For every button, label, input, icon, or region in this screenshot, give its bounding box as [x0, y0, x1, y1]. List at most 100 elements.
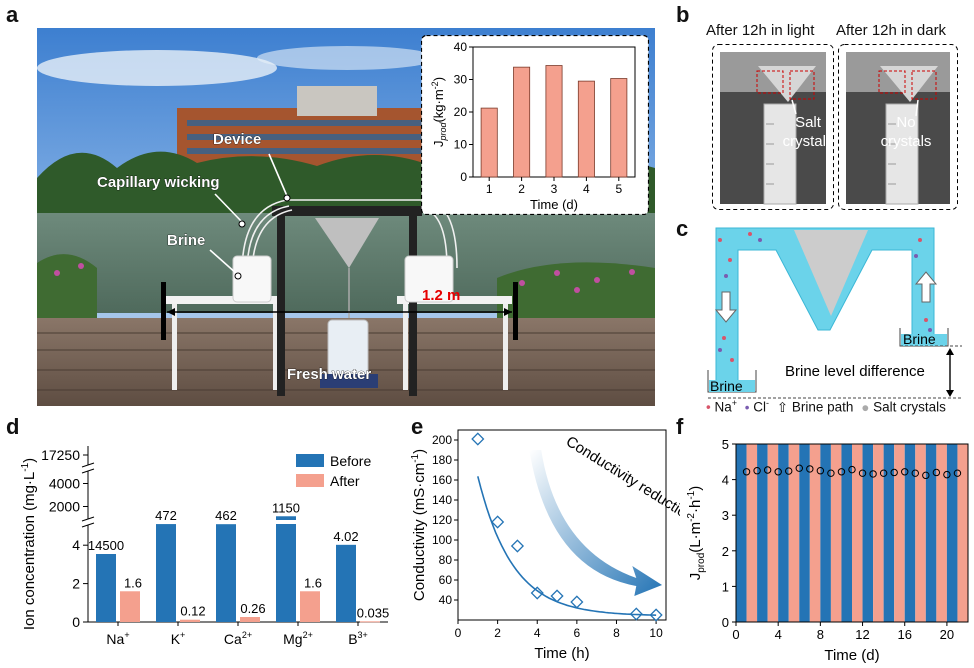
- d-axis-break-mark: [81, 468, 95, 474]
- f-day-stripe: [746, 444, 758, 622]
- d-bar-before: [336, 544, 356, 622]
- distance-label: 1.2 m: [422, 287, 460, 304]
- d-axis-break-mark: [81, 522, 95, 528]
- brine-left-label: Brine: [710, 378, 743, 394]
- d-bar-break: [215, 520, 237, 524]
- f-data-point: [763, 466, 772, 474]
- f-day-stripe: [883, 444, 895, 622]
- d-bar-break: [95, 466, 117, 470]
- e-x-tick-label: 6: [574, 626, 581, 640]
- f-data-point: [837, 468, 846, 476]
- d-legend-swatch: [296, 454, 324, 467]
- d-legend-label: Before: [330, 453, 371, 469]
- d-x-tick-label: K+: [171, 630, 186, 647]
- inset-bar: [545, 65, 563, 178]
- e-x-tick-label: 0: [455, 626, 462, 640]
- d-y-tick-label: 4: [72, 537, 80, 553]
- f-data-point: [890, 468, 898, 477]
- e-y-tick-label: 140: [432, 493, 452, 507]
- e-y-tick-label: 100: [432, 533, 452, 547]
- d-y-tick-label: 2000: [49, 499, 80, 515]
- f-x-tick-label: 4: [775, 627, 782, 642]
- inset-x-tick-label: 2: [518, 182, 525, 196]
- panel-f-letter: f: [676, 414, 684, 439]
- d-legend-label: After: [330, 473, 360, 489]
- inset-x-tick-label: 3: [551, 182, 558, 196]
- d-y-tick-label: 2: [72, 576, 80, 592]
- d-bar-after: [240, 617, 260, 622]
- f-axes-frame: [735, 443, 969, 623]
- f-day-stripe: [936, 444, 947, 622]
- e-annotation: Conductivity reduction: [563, 433, 680, 526]
- brine-right-label: Brine: [903, 331, 936, 347]
- dark-photo: [838, 44, 958, 210]
- d-value-label-after: 1.6: [304, 575, 322, 590]
- e-x-tick-label: 8: [613, 626, 620, 640]
- d-x-tick-label: B3+: [348, 630, 368, 647]
- panel-e-letter: e: [411, 414, 424, 439]
- d-bar-break: [275, 520, 297, 524]
- device-frame: [272, 206, 422, 216]
- f-data-point: [932, 468, 941, 477]
- f-x-tick-label: 20: [940, 627, 954, 642]
- d-y-label: Ion concentration (mg·L-1): [20, 458, 38, 630]
- e-y-tick-label: 180: [432, 453, 452, 467]
- f-data-point: [827, 469, 835, 477]
- chart-d: 0 2 4 2000 4000 17250 14500 1.6 Na+ 472 0.12 K+ 462 0…: [20, 446, 392, 647]
- panel-c-legend: • Na+ • Cl- ⇧ Brine path ● Salt crystals: [706, 398, 946, 415]
- panel-c-letter: c: [676, 216, 689, 241]
- d-value-label-after: 0.035: [357, 605, 390, 620]
- e-y-tick-label: 60: [439, 573, 453, 587]
- light-title: After 12h in light: [706, 22, 815, 39]
- e-y-tick-label: 80: [439, 553, 453, 567]
- d-axis-break-mark: [81, 516, 95, 522]
- f-data-point: [785, 467, 793, 475]
- f-data-point: [901, 468, 909, 476]
- d-bar-break: [95, 520, 117, 524]
- e-data-point: [649, 608, 663, 622]
- brine-label: Brine: [167, 232, 205, 249]
- inset-x-label: Time (d): [530, 197, 578, 212]
- f-day-stripe: [852, 444, 863, 622]
- brine-bottle-right: [404, 255, 454, 303]
- d-bar-before: [276, 516, 296, 622]
- f-y-tick-label: 3: [722, 508, 729, 523]
- d-value-label-after: 0.12: [180, 604, 205, 619]
- f-data-point: [816, 467, 825, 475]
- e-reduction-arrow: [529, 450, 663, 596]
- panel-d-letter: d: [6, 414, 20, 439]
- brine-path-arrow-icon: ⇧: [776, 399, 789, 415]
- f-day-stripe: [778, 444, 789, 622]
- inset-y-label: Jprod(kg·m-2): [430, 77, 448, 147]
- e-y-label: Conductivity (mS·cm-1): [410, 449, 428, 601]
- f-y-tick-label: 5: [722, 437, 729, 452]
- d-value-label-before: 472: [155, 508, 177, 523]
- f-day-stripe: [757, 444, 768, 622]
- panel-c-schematic: Brine Brine Brine level difference: [707, 227, 962, 399]
- d-bar-after: [360, 621, 380, 623]
- funnel: [315, 218, 379, 268]
- f-day-stripe: [915, 444, 926, 622]
- inset-y-tick-label: 10: [454, 138, 468, 152]
- left-table: [165, 296, 283, 304]
- f-data-point: [869, 470, 877, 478]
- inset-bar: [610, 78, 628, 178]
- inset-x-tick-label: 1: [486, 182, 493, 196]
- e-y-tick-label: 120: [432, 513, 452, 527]
- e-fit-curve: [477, 476, 657, 616]
- d-x-tick-label: Mg2+: [283, 630, 313, 647]
- d-bar-before: [156, 524, 176, 622]
- e-x-tick-label: 2: [494, 626, 501, 640]
- f-data-point: [742, 468, 751, 476]
- e-data-point: [629, 607, 643, 621]
- inset-y-tick-label: 0: [460, 170, 467, 184]
- d-bar-after: [300, 591, 320, 622]
- f-x-tick-label: 0: [732, 627, 739, 642]
- f-y-tick-label: 4: [722, 473, 729, 488]
- e-data-point: [491, 515, 505, 529]
- e-data-point: [530, 586, 544, 600]
- panel-b-letter: b: [676, 2, 690, 27]
- panel-a-letter: a: [6, 2, 19, 27]
- f-day-stripe: [799, 444, 810, 622]
- d-value-label-before: 14500: [88, 538, 124, 553]
